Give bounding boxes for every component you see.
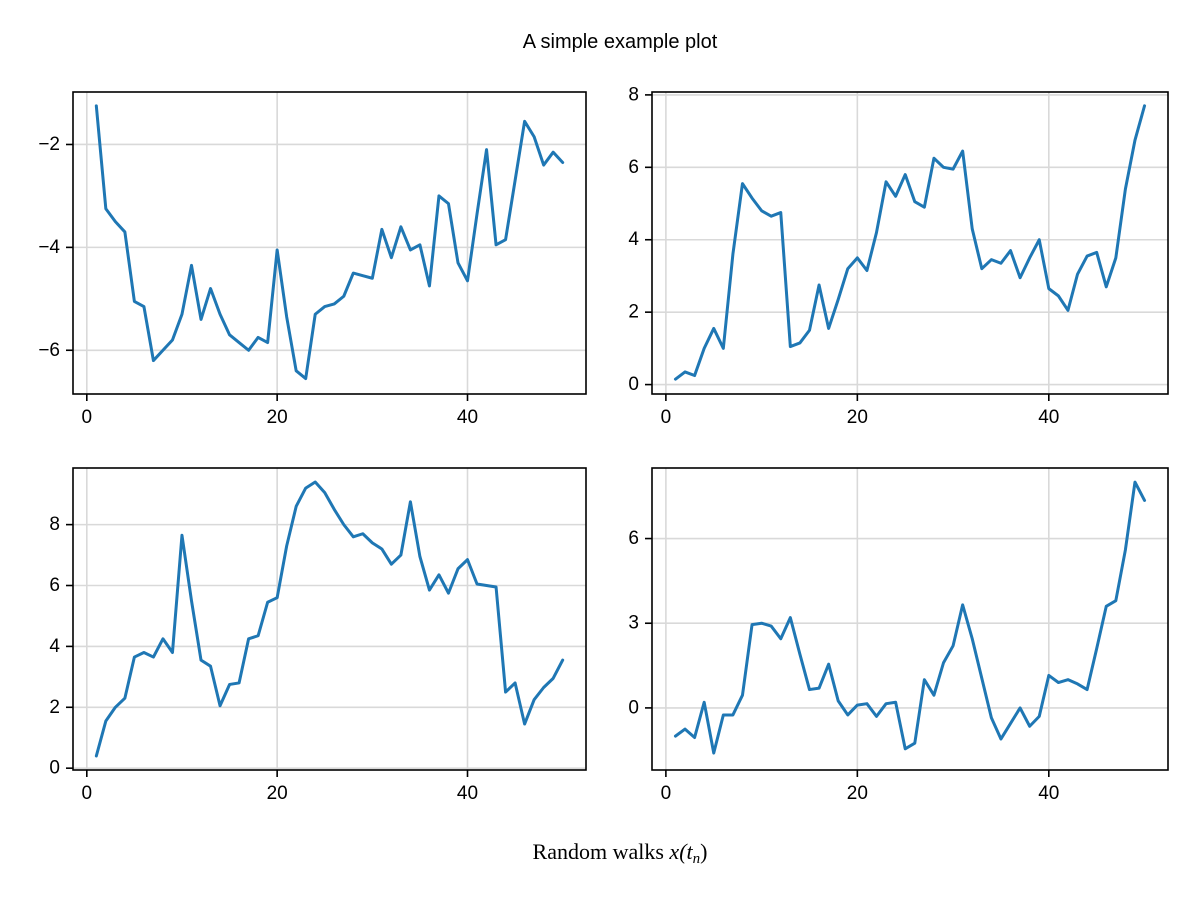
y-tick-label: 6 bbox=[628, 528, 639, 549]
y-tick-label: 0 bbox=[628, 697, 639, 718]
x-tick-label: 20 bbox=[267, 783, 288, 804]
xlabel-math-x: x bbox=[669, 839, 680, 864]
x-tick-label: 40 bbox=[1038, 783, 1059, 804]
subplot-top-left: 0 20 40 −2 −4 −6 bbox=[38, 91, 587, 428]
y-tick-label: 6 bbox=[628, 157, 639, 178]
x-tick-label: 40 bbox=[1038, 407, 1059, 428]
y-tick-label: 4 bbox=[49, 636, 60, 657]
y-tick-label: 0 bbox=[628, 374, 639, 395]
x-tick-label: 20 bbox=[267, 407, 288, 428]
y-tick-label: 4 bbox=[628, 229, 639, 250]
y-tick-label: −6 bbox=[38, 340, 60, 361]
y-tick-label: 2 bbox=[49, 697, 60, 718]
x-tick-label: 20 bbox=[847, 407, 868, 428]
y-tick-label: 8 bbox=[49, 514, 60, 535]
subplot-bottom-right: 0 20 40 0 3 6 bbox=[628, 467, 1169, 804]
x-tick-label: 20 bbox=[847, 783, 868, 804]
axes-frame bbox=[72, 91, 587, 395]
figure-xlabel: Random walks x(tn) bbox=[20, 839, 1200, 868]
data-line bbox=[673, 104, 1147, 381]
y-tick-label: 3 bbox=[628, 613, 639, 634]
y-tick-label: 8 bbox=[628, 84, 639, 105]
data-line bbox=[673, 480, 1147, 755]
axes-frame bbox=[72, 467, 587, 771]
x-tick-label: 40 bbox=[457, 783, 478, 804]
subplot-bottom-left: 0 20 40 0 2 4 6 8 bbox=[49, 467, 587, 804]
x-tick-label: 0 bbox=[82, 407, 93, 428]
y-tick-label: −4 bbox=[38, 237, 60, 258]
axes-frame bbox=[651, 467, 1169, 771]
x-tick-label: 40 bbox=[457, 407, 478, 428]
x-tick-label: 0 bbox=[82, 783, 93, 804]
xlabel-math-close: ) bbox=[700, 839, 708, 864]
y-tick-label: 0 bbox=[49, 758, 60, 779]
y-tick-label: −2 bbox=[38, 134, 60, 155]
xlabel-math-sub: n bbox=[692, 851, 701, 867]
data-line bbox=[94, 104, 565, 381]
y-tick-label: 2 bbox=[628, 302, 639, 323]
xlabel-math-open: (t bbox=[679, 839, 693, 864]
y-tick-label: 6 bbox=[49, 575, 60, 596]
data-line bbox=[94, 480, 565, 758]
x-tick-label: 0 bbox=[661, 407, 672, 428]
subplot-top-right: 0 20 40 0 2 4 6 8 bbox=[628, 84, 1169, 428]
xlabel-text: Random walks bbox=[532, 839, 670, 864]
axes-frame bbox=[651, 91, 1169, 395]
figure-title: A simple example plot bbox=[522, 31, 718, 53]
x-tick-label: 0 bbox=[661, 783, 672, 804]
